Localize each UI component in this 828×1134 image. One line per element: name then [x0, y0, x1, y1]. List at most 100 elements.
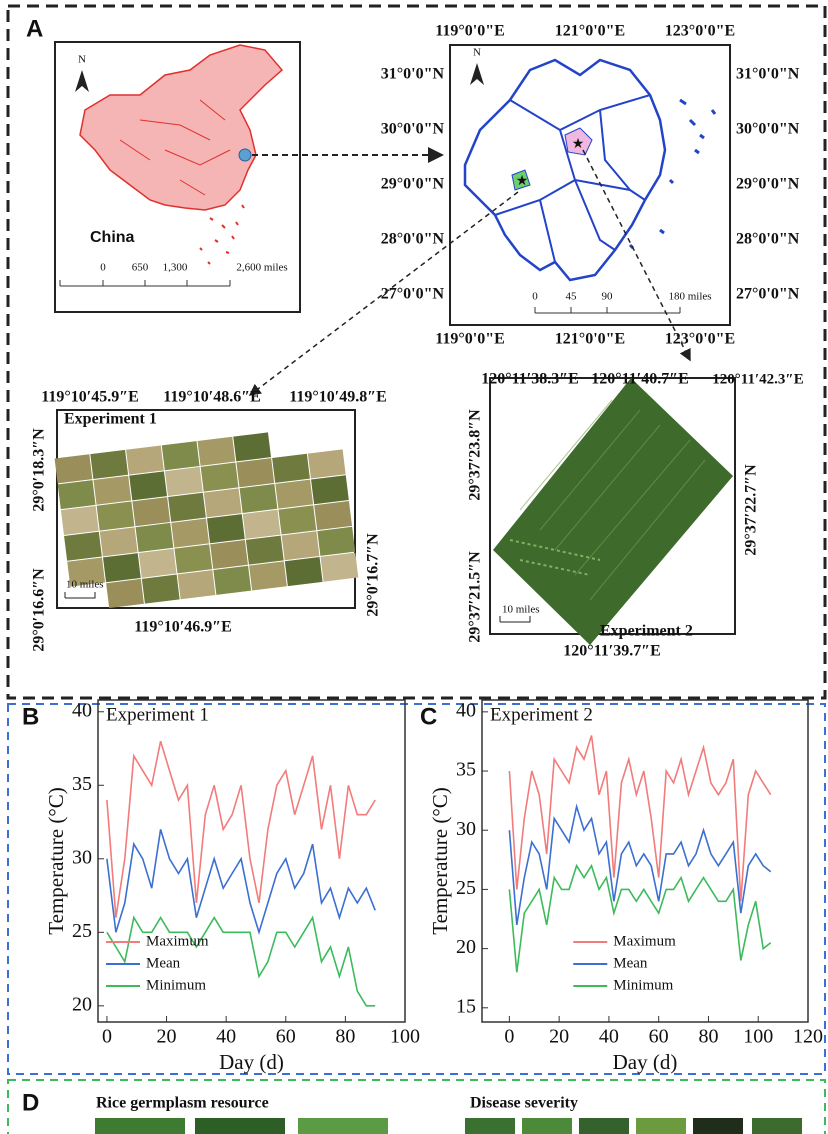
north-label: N [78, 54, 86, 66]
plot-tile [178, 570, 216, 599]
lon-label: 121°0'0"E [555, 23, 625, 40]
scale-label: 0 [100, 262, 106, 274]
lon-label: 121°0'0"E [555, 331, 625, 348]
series-line [107, 741, 375, 917]
plot-tile [233, 432, 271, 461]
section-title: Disease severity [470, 1095, 578, 1112]
legend-label: Mean [613, 955, 648, 971]
lon-label: 119°0'0"E [435, 23, 505, 40]
x-axis-label: Day (d) [219, 1050, 284, 1074]
scale-label: 1,300 [163, 262, 188, 274]
plot-tile [197, 437, 235, 466]
y-axis-label: Temperature (°C) [428, 787, 452, 934]
lon-label: 123°0'0"E [665, 331, 735, 348]
plot-tile [136, 523, 174, 552]
plot-tile [90, 450, 128, 479]
lat-label: 30°0'0"N [381, 121, 445, 138]
scale-label: 650 [132, 262, 149, 274]
plot-tile [64, 532, 102, 561]
scale-label: 45 [566, 291, 578, 303]
svg-text:★: ★ [572, 137, 585, 152]
plot-tile [100, 527, 138, 556]
lat-label: 28°0'0"N [736, 231, 800, 248]
plot-tile [93, 476, 131, 505]
plot-tile [97, 502, 135, 531]
legend-label: Maximum [146, 933, 209, 949]
y-tick-label: 30 [72, 846, 92, 868]
figure: A B C D N China 0 650 1,300 2,600 miles … [0, 0, 828, 1134]
plot-tile [272, 454, 310, 483]
x-tick-label: 40 [216, 1026, 236, 1048]
x-tick-label: 0 [504, 1026, 514, 1048]
scale-label: 0 [532, 291, 538, 303]
scale-label: 10 miles [502, 604, 540, 616]
plot-tile [55, 454, 93, 483]
plot-frame [482, 700, 808, 1022]
y-tick-label: 35 [456, 759, 476, 781]
y-tick-label: 30 [456, 818, 476, 840]
x-tick-label: 60 [276, 1026, 296, 1048]
plot-tile [61, 506, 99, 535]
series-line [107, 829, 375, 932]
zhejiang-map: ★ ★ [450, 45, 730, 325]
panel-label: A [26, 15, 43, 42]
lon-label: 119°0'0"E [435, 331, 505, 348]
x-tick-label: 80 [335, 1026, 355, 1048]
x-tick-label: 20 [549, 1026, 569, 1048]
image-title: Experiment 1 [64, 411, 157, 428]
y-tick-label: 25 [72, 920, 92, 942]
plot-tile [165, 467, 203, 496]
lon-label: 120°11′42.3″E [712, 371, 803, 387]
lon-label: 119°10′48.6″E [163, 389, 261, 406]
lon-label: 119°10′49.8″E [289, 389, 387, 406]
plot-tile [249, 561, 287, 590]
legend-label: Minimum [613, 977, 673, 993]
scale-label: 2,600 miles [236, 262, 287, 274]
x-tick-label: 100 [743, 1026, 773, 1048]
plot-tile [246, 536, 284, 565]
plot-tile [103, 553, 141, 582]
plot-tile [129, 471, 167, 500]
y-tick-label: 15 [456, 995, 476, 1017]
image-title: Experiment 2 [600, 623, 693, 640]
plot-tile [275, 480, 313, 509]
plot-tile [317, 527, 355, 556]
lat-label: 29°0′18.3″N [31, 428, 48, 512]
plot-tile [243, 510, 281, 539]
svg-text:★: ★ [516, 174, 529, 189]
x-tick-label: 120 [793, 1026, 823, 1048]
plot-tile [204, 488, 242, 517]
plot-tile [285, 557, 323, 586]
lat-label: 30°0'0"N [736, 121, 800, 138]
plot-tile [58, 480, 96, 509]
plot-tile [201, 463, 239, 492]
lon-label: 119°10′45.9″E [41, 389, 139, 406]
lat-label: 29°0'0"N [736, 176, 800, 193]
lon-label: 120°11′40.7″E [591, 371, 689, 388]
y-axis-label: Temperature (°C) [44, 787, 68, 934]
plot-tile [174, 544, 212, 573]
lat-label: 29°0′16.7″N [365, 533, 382, 617]
lat-label: 29°37′22.7″N [743, 464, 760, 556]
legend-label: Maximum [613, 933, 676, 949]
thumbnails [95, 1118, 802, 1134]
lat-label: 28°0'0"N [381, 231, 445, 248]
y-tick-label: 35 [72, 773, 92, 795]
x-tick-label: 100 [390, 1026, 420, 1048]
lat-label: 27°0'0"N [736, 286, 800, 303]
map-name: China [90, 229, 135, 246]
plot-tile [240, 484, 278, 513]
plot-tile [139, 549, 177, 578]
lat-label: 29°0′16.6″N [31, 568, 48, 652]
section-title: Rice germplasm resource [96, 1095, 269, 1112]
plot-tile [132, 497, 170, 526]
plot-tile [207, 514, 245, 543]
y-tick-label: 25 [456, 877, 476, 899]
lon-label: 120°11′39.7″E [563, 643, 661, 660]
x-tick-label: 80 [698, 1026, 718, 1048]
plot-tile [236, 458, 274, 487]
lat-label: 31°0'0"N [736, 66, 800, 83]
x-tick-label: 40 [599, 1026, 619, 1048]
x-tick-label: 60 [649, 1026, 669, 1048]
plot-tile [278, 505, 316, 534]
